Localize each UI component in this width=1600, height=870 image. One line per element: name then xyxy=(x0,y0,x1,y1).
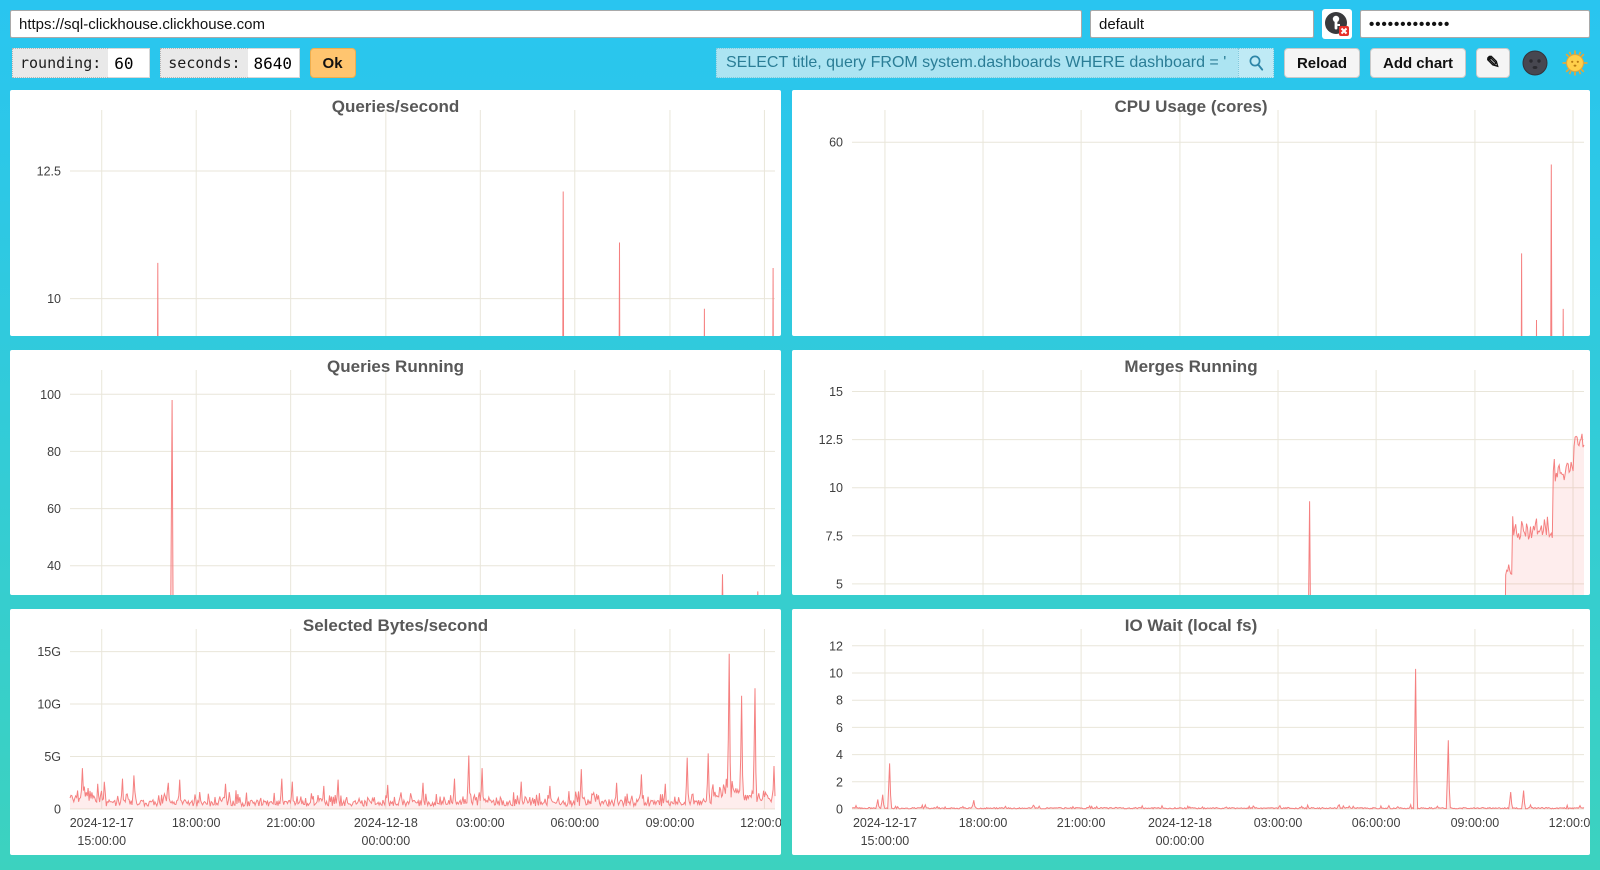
sun-face-icon xyxy=(1562,50,1588,76)
x-axis-tick-label: 18:00:00 xyxy=(172,816,221,830)
seconds-input[interactable] xyxy=(247,48,300,78)
y-axis-tick-label: 10G xyxy=(37,698,61,712)
series-line xyxy=(157,191,774,336)
dashboard-query-control xyxy=(715,48,1274,78)
x-axis-tick-label: 18:00:00 xyxy=(959,816,1008,830)
x-axis-tick-label: 2024-12-17 xyxy=(853,816,917,830)
y-axis-tick-label: 10 xyxy=(829,481,843,495)
series-line xyxy=(69,654,776,809)
controls-toolbar: rounding: seconds: Ok Reload Add chart ✎ xyxy=(0,43,1600,87)
chart-title: Queries/second xyxy=(331,97,460,116)
x-axis-tick-label: 2024-12-17 xyxy=(70,816,134,830)
server-url-input[interactable] xyxy=(10,10,1082,38)
x-axis-tick-label: 15:00:00 xyxy=(77,834,126,848)
chart-plot-queries-running[interactable]: 0204060801002024-12-1715:00:0018:00:0021… xyxy=(10,350,781,596)
y-axis-tick-label: 100 xyxy=(40,387,61,401)
chart-card-queries-second: Queries/second02.557.51012.52024-12-1715… xyxy=(10,90,781,336)
chart-plot-queries-second[interactable]: 02.557.51012.52024-12-1715:00:0018:00:00… xyxy=(10,90,781,336)
series-area xyxy=(170,399,758,596)
x-axis-tick-label: 12:00:00 xyxy=(740,816,781,830)
y-axis-tick-label: 40 xyxy=(47,559,61,573)
y-axis-tick-label: 60 xyxy=(47,502,61,516)
ok-button[interactable]: Ok xyxy=(309,48,356,78)
y-axis-tick-label: 4 xyxy=(836,748,843,762)
rounding-label: rounding: xyxy=(12,48,109,78)
password-input[interactable] xyxy=(1360,10,1590,38)
chart-card-io-wait-local-fs: IO Wait (local fs) 0 2 4 6 8 10 12 2024-12-17 15:… xyxy=(792,609,1590,855)
x-axis-tick-label: 21:00:00 xyxy=(266,816,315,830)
moon-face-icon xyxy=(1522,50,1548,76)
series-line xyxy=(170,399,759,596)
chart-plot-cpu-usage-cores[interactable]: 02040602024-12-1715:00:0018:00:0021:00:0… xyxy=(792,90,1590,336)
y-axis-tick-label: 60 xyxy=(829,136,843,150)
y-axis-tick-label: 12.5 xyxy=(37,165,61,179)
light-theme-button[interactable] xyxy=(1560,48,1590,78)
reload-button[interactable]: Reload xyxy=(1283,48,1360,78)
y-axis-tick-label: 8 xyxy=(836,694,843,708)
y-axis-tick-label: 10 xyxy=(829,667,843,681)
y-axis-tick-label: 80 xyxy=(47,445,61,459)
connection-toolbar xyxy=(0,0,1600,43)
x-axis-tick-label: 21:00:00 xyxy=(1057,816,1106,830)
chart-card-merges-running: Merges Running02.557.51012.5152024-12-17… xyxy=(792,349,1590,596)
y-axis-tick-label: 5G xyxy=(44,750,61,764)
series-line xyxy=(852,669,1585,811)
series-area xyxy=(1308,433,1584,596)
y-axis-tick-label: 6 xyxy=(836,721,843,735)
x-axis-tick-label: 06:00:00 xyxy=(550,816,599,830)
x-axis-tick-label: 09:00:00 xyxy=(1451,816,1500,830)
x-axis-tick-label: 2024-12-18 xyxy=(1148,816,1212,830)
x-axis-tick-label: 15:00:00 xyxy=(861,834,910,848)
y-axis-tick-label: 15 xyxy=(829,385,843,399)
y-axis-tick-label: 0 xyxy=(54,803,61,817)
chart-title: Merges Running xyxy=(1124,356,1258,376)
y-axis-tick-label: 2 xyxy=(836,776,843,790)
series-area xyxy=(1521,164,1564,336)
x-axis-tick-label: 00:00:00 xyxy=(1156,834,1205,848)
dashboard-charts-grid: Queries/second02.557.51012.52024-12-1715… xyxy=(0,87,1600,869)
x-axis-tick-label: 00:00:00 xyxy=(362,834,411,848)
chart-card-cpu-usage-cores: CPU Usage (cores)02040602024-12-1715:00:… xyxy=(792,90,1590,336)
y-axis-tick-label: 7.5 xyxy=(826,529,843,543)
x-axis-tick-label: 03:00:00 xyxy=(456,816,505,830)
magnifier-icon xyxy=(1249,55,1264,71)
x-axis-tick-label: 03:00:00 xyxy=(1254,816,1303,830)
series-line xyxy=(1520,164,1564,336)
chart-card-selected-bytes-second: Selected Bytes/second 0 5G 10G 15G 2024-12-17… xyxy=(10,609,781,855)
username-input[interactable] xyxy=(1090,10,1314,38)
seconds-label: seconds: xyxy=(160,48,248,78)
y-axis-tick-label: 12.5 xyxy=(819,433,843,447)
add-chart-button[interactable]: Add chart xyxy=(1369,48,1466,78)
x-axis-tick-label: 09:00:00 xyxy=(646,816,695,830)
chart-title: Queries Running xyxy=(327,356,464,376)
chart-title: Selected Bytes/second xyxy=(302,616,489,636)
chart-plot-merges-running[interactable]: 02.557.51012.5152024-12-1715:00:0018:00:… xyxy=(792,350,1590,596)
x-axis-tick-label: 2024-12-18 xyxy=(354,816,418,830)
rounding-control: rounding: xyxy=(12,48,151,78)
series-line xyxy=(1308,433,1585,596)
chart-card-queries-running: Queries Running0204060801002024-12-1715:… xyxy=(10,349,781,596)
run-query-button[interactable] xyxy=(1237,48,1274,78)
dashboard-query-input[interactable] xyxy=(715,48,1238,78)
seconds-control: seconds: xyxy=(160,48,300,78)
x-axis-tick-label: 12:00:00 xyxy=(1549,816,1590,830)
chart-plot-selected-bytes-second[interactable]: 0 5G 10G 15G 2024-12-17 15:00:00 18:00:00 21:00… xyxy=(10,609,781,855)
auth-status-icon xyxy=(1322,9,1352,39)
dark-theme-button[interactable] xyxy=(1520,48,1550,78)
rounding-input[interactable] xyxy=(108,48,151,78)
y-axis-tick-label: 5 xyxy=(836,577,843,591)
x-axis-tick-label: 06:00:00 xyxy=(1352,816,1401,830)
edit-button[interactable]: ✎ xyxy=(1476,48,1510,78)
chart-plot-io-wait-local-fs[interactable]: 0 2 4 6 8 10 12 2024-12-17 15:00:00 18:00:00 21:00… xyxy=(792,609,1590,855)
series-area xyxy=(157,191,774,336)
chart-title: IO Wait (local fs) xyxy=(1124,616,1258,636)
series-area xyxy=(852,669,1584,810)
chart-title: CPU Usage (cores) xyxy=(1114,97,1268,116)
y-axis-tick-label: 10 xyxy=(47,292,61,306)
y-axis-tick-label: 0 xyxy=(836,803,843,817)
y-axis-tick-label: 12 xyxy=(829,640,843,654)
y-axis-tick-label: 15G xyxy=(37,645,61,659)
pencil-icon: ✎ xyxy=(1485,53,1501,72)
